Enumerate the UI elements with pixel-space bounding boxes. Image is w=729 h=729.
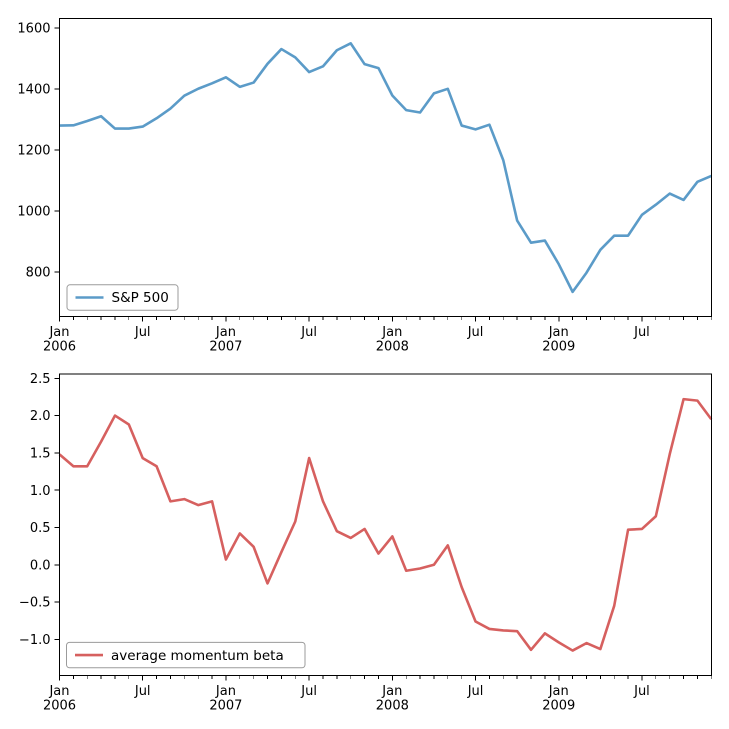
x-tick-label: Jul <box>300 684 317 699</box>
sp500-line <box>59 42 712 294</box>
sp500-y-axis: 800 1000 1200 1400 1600 <box>17 21 60 281</box>
sp500-legend: S&P 500 <box>66 284 179 311</box>
y-tick-label: 1200 <box>17 144 50 159</box>
x-tick-label: Jul <box>633 325 650 340</box>
x-tick-label: Jul <box>134 325 151 340</box>
x-tick-year-label: 2006 <box>43 699 76 714</box>
momentum-beta-line <box>58 397 713 652</box>
x-tick-label: Jan <box>48 325 69 340</box>
y-tick-label: 0.5 <box>30 521 51 536</box>
x-tick-label: Jul <box>633 684 650 699</box>
x-tick-year-label: 2009 <box>542 340 575 355</box>
y-tick-label: 800 <box>26 266 51 281</box>
y-tick-label: 1400 <box>17 83 50 98</box>
sp500-plot-border <box>59 18 712 318</box>
momentum-beta-plot-border <box>59 373 712 677</box>
y-tick-label: −0.5 <box>19 596 51 611</box>
momentum-beta-legend: average momentum beta <box>66 641 306 669</box>
y-tick-label: 0.0 <box>30 558 51 573</box>
x-tick-label: Jan <box>381 325 402 340</box>
x-tick-label: Jan <box>48 684 69 699</box>
y-tick-label: 1000 <box>17 205 50 220</box>
x-tick-year-label: 2007 <box>209 340 242 355</box>
y-tick-label: 2.0 <box>30 409 51 424</box>
x-tick-label: Jan <box>215 684 236 699</box>
legend-label: S&P 500 <box>112 290 169 306</box>
x-tick-label: Jul <box>300 325 317 340</box>
y-tick-label: −1.0 <box>19 633 51 648</box>
x-tick-year-label: 2008 <box>376 699 409 714</box>
x-tick-year-label: 2007 <box>209 699 242 714</box>
y-tick-label: 1600 <box>17 21 50 36</box>
y-tick-label: 1.5 <box>30 446 51 461</box>
legend-frame <box>66 641 306 669</box>
legend-label: average momentum beta <box>111 648 284 664</box>
x-tick-label: Jul <box>467 325 484 340</box>
y-tick-label: 1.0 <box>30 484 51 499</box>
x-tick-label: Jan <box>381 684 402 699</box>
x-tick-label: Jan <box>548 684 569 699</box>
momentum-beta-y-axis: −1.0 −0.5 0.0 0.5 1.0 1.5 2.0 2.5 <box>19 372 60 648</box>
legend-frame <box>66 284 179 311</box>
x-tick-label: Jan <box>548 325 569 340</box>
y-tick-label: 2.5 <box>30 372 51 387</box>
x-tick-label: Jul <box>467 684 484 699</box>
x-tick-year-label: 2009 <box>542 699 575 714</box>
x-tick-year-label: 2008 <box>376 340 409 355</box>
x-tick-year-label: 2006 <box>43 340 76 355</box>
x-tick-label: Jul <box>134 684 151 699</box>
x-tick-label: Jan <box>215 325 236 340</box>
